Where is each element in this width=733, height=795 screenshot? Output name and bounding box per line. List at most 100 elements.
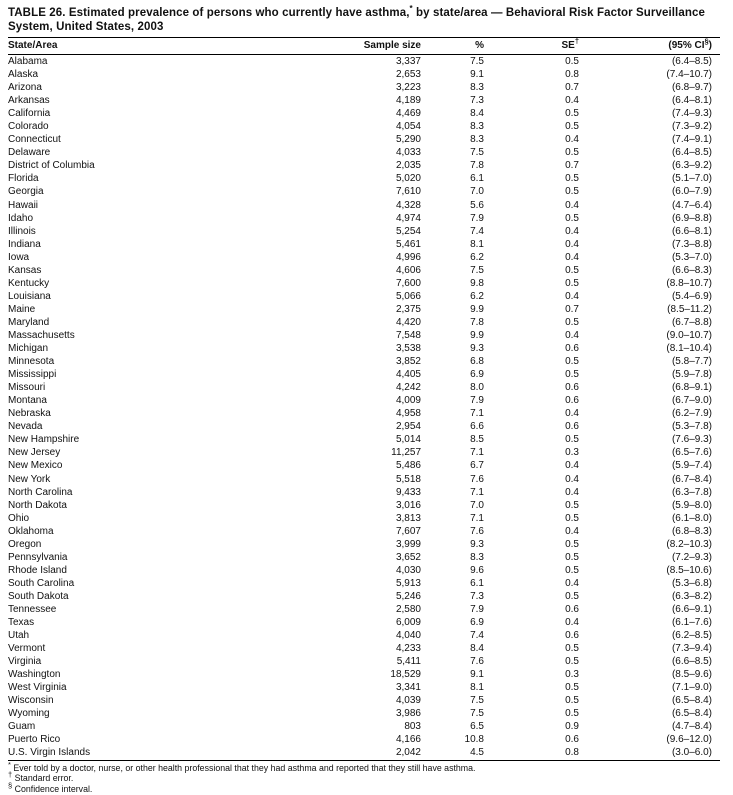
confidence-interval: (6.3–7.8) — [671, 486, 712, 498]
confidence-interval: (9.0–10.7) — [666, 329, 712, 341]
table-row: Pennsylvania 3,652 8.3 0.5 (7.2–9.3) — [8, 551, 720, 564]
confidence-interval: (4.7–8.4) — [671, 721, 712, 733]
table-row: Georgia 7,610 7.0 0.5 (6.0–7.9) — [8, 185, 720, 198]
confidence-interval: (6.3–9.2) — [671, 160, 712, 172]
table-row: Massachusetts 7,548 9.9 0.4 (9.0–10.7) — [8, 329, 720, 342]
sample-size: 6,009 — [395, 617, 421, 629]
sample-size: 18,529 — [390, 669, 421, 681]
percent: 7.9 — [470, 212, 484, 224]
sample-size: 9,433 — [395, 486, 421, 498]
percent: 6.5 — [470, 721, 484, 733]
confidence-interval: (6.1–8.0) — [671, 512, 712, 524]
state-name: Alaska — [8, 69, 39, 81]
title-footnote-marker: * — [409, 4, 413, 14]
standard-error: 0.5 — [565, 656, 579, 668]
state-name: New Mexico — [8, 460, 63, 472]
standard-error: 0.4 — [565, 95, 579, 107]
table-row: Michigan 3,538 9.3 0.6 (8.1–10.4) — [8, 342, 720, 355]
standard-error: 0.5 — [565, 108, 579, 120]
percent: 9.6 — [470, 564, 484, 576]
state-name: New Jersey — [8, 447, 61, 459]
table-row: Indiana 5,461 8.1 0.4 (7.3–8.8) — [8, 238, 720, 251]
table-row: Idaho 4,974 7.9 0.5 (6.9–8.8) — [8, 212, 720, 225]
state-name: Mississippi — [8, 369, 57, 381]
percent: 7.6 — [470, 473, 484, 485]
sample-size: 3,999 — [395, 538, 421, 550]
sample-size: 5,290 — [395, 134, 421, 146]
column-header: SE† — [484, 37, 579, 55]
sample-size: 2,035 — [395, 160, 421, 172]
table-row: Montana 4,009 7.9 0.6 (6.7–9.0) — [8, 394, 720, 407]
percent: 7.9 — [470, 395, 484, 407]
confidence-interval: (6.6–8.1) — [671, 225, 712, 237]
sample-size: 4,233 — [395, 643, 421, 655]
confidence-interval: (7.4–9.1) — [671, 134, 712, 146]
state-name: Colorado — [8, 121, 49, 133]
standard-error: 0.4 — [565, 134, 579, 146]
standard-error: 0.4 — [565, 251, 579, 263]
percent: 8.1 — [470, 682, 484, 694]
state-name: Michigan — [8, 343, 49, 355]
state-name: Maine — [8, 303, 36, 315]
sample-size: 5,254 — [395, 225, 421, 237]
footnote: § Confidence interval. — [8, 781, 93, 795]
state-name: Arizona — [8, 82, 42, 94]
percent: 7.4 — [470, 225, 484, 237]
standard-error: 0.4 — [565, 290, 579, 302]
confidence-interval: (5.3–6.8) — [671, 577, 712, 589]
table-row: North Carolina 9,433 7.1 0.4 (6.3–7.8) — [8, 486, 720, 499]
state-name: Kentucky — [8, 277, 50, 289]
standard-error: 0.4 — [565, 199, 579, 211]
sample-size: 3,652 — [395, 551, 421, 563]
sample-size: 5,913 — [395, 577, 421, 589]
percent: 8.3 — [470, 134, 484, 146]
sample-size: 4,242 — [395, 382, 421, 394]
standard-error: 0.5 — [565, 173, 579, 185]
sample-size: 4,040 — [395, 630, 421, 642]
percent: 6.1 — [470, 577, 484, 589]
confidence-interval: (5.3–7.8) — [671, 421, 712, 433]
state-name: Oregon — [8, 538, 42, 550]
state-name: Alabama — [8, 56, 48, 67]
percent: 8.5 — [470, 434, 484, 446]
sample-size: 3,223 — [395, 82, 421, 94]
percent: 7.1 — [470, 512, 484, 524]
confidence-interval: (7.3–9.2) — [671, 121, 712, 133]
confidence-interval: (8.5–10.6) — [666, 564, 712, 576]
percent: 8.3 — [470, 82, 484, 94]
confidence-interval: (5.9–8.0) — [671, 499, 712, 511]
table-row: Utah 4,040 7.4 0.6 (6.2–8.5) — [8, 629, 720, 642]
title-text: TABLE 26. Estimated prevalence of person… — [8, 7, 410, 19]
standard-error: 0.5 — [565, 551, 579, 563]
sample-size: 4,030 — [395, 564, 421, 576]
state-name: Pennsylvania — [8, 551, 68, 563]
column-header: State/Area — [8, 37, 348, 55]
percent: 6.2 — [470, 251, 484, 263]
confidence-interval: (6.2–7.9) — [671, 408, 712, 420]
sample-size: 2,042 — [395, 747, 421, 759]
percent: 7.1 — [470, 408, 484, 420]
percent: 6.9 — [470, 617, 484, 629]
standard-error: 0.5 — [565, 564, 579, 576]
confidence-interval: (6.7–8.4) — [671, 473, 712, 485]
confidence-interval: (6.6–8.5) — [671, 656, 712, 668]
state-name: California — [8, 108, 51, 120]
table-row: Puerto Rico 4,166 10.8 0.6 (9.6–12.0) — [8, 733, 720, 746]
sample-size: 5,411 — [396, 656, 421, 668]
sample-size: 4,189 — [395, 95, 421, 107]
table-row: New Hampshire 5,014 8.5 0.5 (7.6–9.3) — [8, 433, 720, 446]
percent: 8.3 — [470, 121, 484, 133]
state-name: Louisiana — [8, 290, 51, 302]
state-name: Utah — [8, 630, 30, 642]
table-row: Nebraska 4,958 7.1 0.4 (6.2–7.9) — [8, 407, 720, 420]
percent: 6.7 — [470, 460, 484, 472]
confidence-interval: (5.9–7.4) — [671, 460, 712, 472]
percent: 9.3 — [470, 343, 484, 355]
sample-size: 4,606 — [395, 264, 421, 276]
state-name: Oklahoma — [8, 525, 54, 537]
confidence-interval: (6.5–8.4) — [671, 695, 712, 707]
state-name: District of Columbia — [8, 160, 95, 172]
percent: 7.5 — [470, 56, 484, 67]
confidence-interval: (8.5–11.2) — [667, 303, 712, 315]
